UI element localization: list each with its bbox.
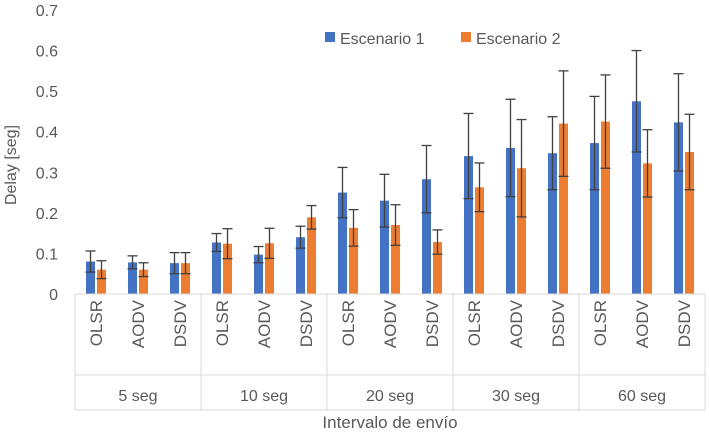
bar-series-1 bbox=[296, 237, 305, 294]
y-tick-label: 0.6 bbox=[36, 44, 58, 61]
bar-series-2 bbox=[265, 243, 274, 294]
y-tick-label: 0.3 bbox=[36, 165, 58, 182]
x-category-label: OLSR bbox=[591, 300, 610, 346]
legend-label-series-2: Escenario 2 bbox=[476, 31, 561, 48]
bar-series-2 bbox=[685, 152, 694, 294]
x-category-label: AODV bbox=[507, 299, 526, 348]
x-category-label: DSDV bbox=[675, 299, 694, 347]
x-axis-title: Intervalo de envío bbox=[322, 413, 457, 432]
x-group-label: 10 seg bbox=[240, 388, 288, 405]
bar-series-2 bbox=[97, 269, 106, 294]
bar-series-2 bbox=[433, 242, 442, 294]
bar-series-2 bbox=[139, 269, 148, 294]
x-category-label: AODV bbox=[633, 299, 652, 348]
bar-series-1 bbox=[632, 101, 641, 295]
bar-series-2 bbox=[307, 217, 316, 294]
legend-swatch-series-1 bbox=[325, 32, 335, 42]
bar-series-2 bbox=[349, 227, 358, 294]
x-group-label: 20 seg bbox=[366, 388, 414, 405]
x-category-label: DSDV bbox=[297, 299, 316, 347]
x-category-label: AODV bbox=[129, 299, 148, 348]
bar-series-1 bbox=[674, 122, 683, 294]
x-group-label: 30 seg bbox=[492, 388, 540, 405]
legend: Escenario 1 Escenario 2 bbox=[325, 31, 561, 48]
bar-series-1 bbox=[212, 242, 221, 294]
bar-series-1 bbox=[464, 156, 473, 294]
y-tick-label: 0 bbox=[49, 287, 58, 304]
x-category-label: OLSR bbox=[213, 300, 232, 346]
y-tick-label: 0.1 bbox=[36, 246, 58, 263]
y-axis-title: Delay [seg] bbox=[3, 125, 20, 205]
x-group-label: 5 seg bbox=[118, 388, 157, 405]
bar-series-1 bbox=[254, 254, 263, 294]
bar-series-1 bbox=[86, 261, 95, 294]
bar-series-2 bbox=[517, 168, 526, 294]
bar-series-1 bbox=[338, 192, 347, 294]
x-category-label: DSDV bbox=[549, 299, 568, 347]
bar-series-2 bbox=[181, 263, 190, 294]
y-tick-label: 0.2 bbox=[36, 206, 58, 223]
x-category-label: AODV bbox=[381, 299, 400, 348]
bar-series-1 bbox=[548, 153, 557, 294]
y-tick-label: 0.7 bbox=[36, 3, 58, 20]
bar-series-2 bbox=[223, 243, 232, 294]
y-axis-ticks: 0 0.1 0.2 0.3 0.4 0.5 0.6 0.7 bbox=[36, 3, 58, 304]
bar-series-1 bbox=[422, 179, 431, 294]
bar-series-2 bbox=[601, 121, 610, 294]
x-category-label: DSDV bbox=[423, 299, 442, 347]
bar-series-2 bbox=[559, 123, 568, 294]
x-axis: 5 seg OLSR AODV DSDV 10 seg OLSR AODV DSDV 20 se… bbox=[74, 293, 706, 411]
bar-series-1 bbox=[380, 200, 389, 294]
y-tick-label: 0.4 bbox=[36, 125, 58, 142]
bar-series-1 bbox=[506, 147, 515, 294]
x-category-label: OLSR bbox=[87, 300, 106, 346]
bar-series-1 bbox=[590, 143, 599, 294]
legend-label-series-1: Escenario 1 bbox=[340, 31, 425, 48]
x-category-label: AODV bbox=[255, 299, 274, 348]
x-group-label: 60 seg bbox=[618, 388, 666, 405]
legend-swatch-series-2 bbox=[461, 32, 471, 42]
bar-series-1 bbox=[170, 263, 179, 294]
bar-series-2 bbox=[391, 225, 400, 294]
y-tick-label: 0.5 bbox=[36, 84, 58, 101]
bar-series-2 bbox=[643, 163, 652, 294]
bar-series-1 bbox=[128, 262, 137, 294]
x-category-label: OLSR bbox=[465, 300, 484, 346]
x-category-label: OLSR bbox=[339, 300, 358, 346]
bar-series-2 bbox=[475, 187, 484, 294]
plot-area bbox=[85, 49, 695, 295]
x-category-label: DSDV bbox=[171, 299, 190, 347]
